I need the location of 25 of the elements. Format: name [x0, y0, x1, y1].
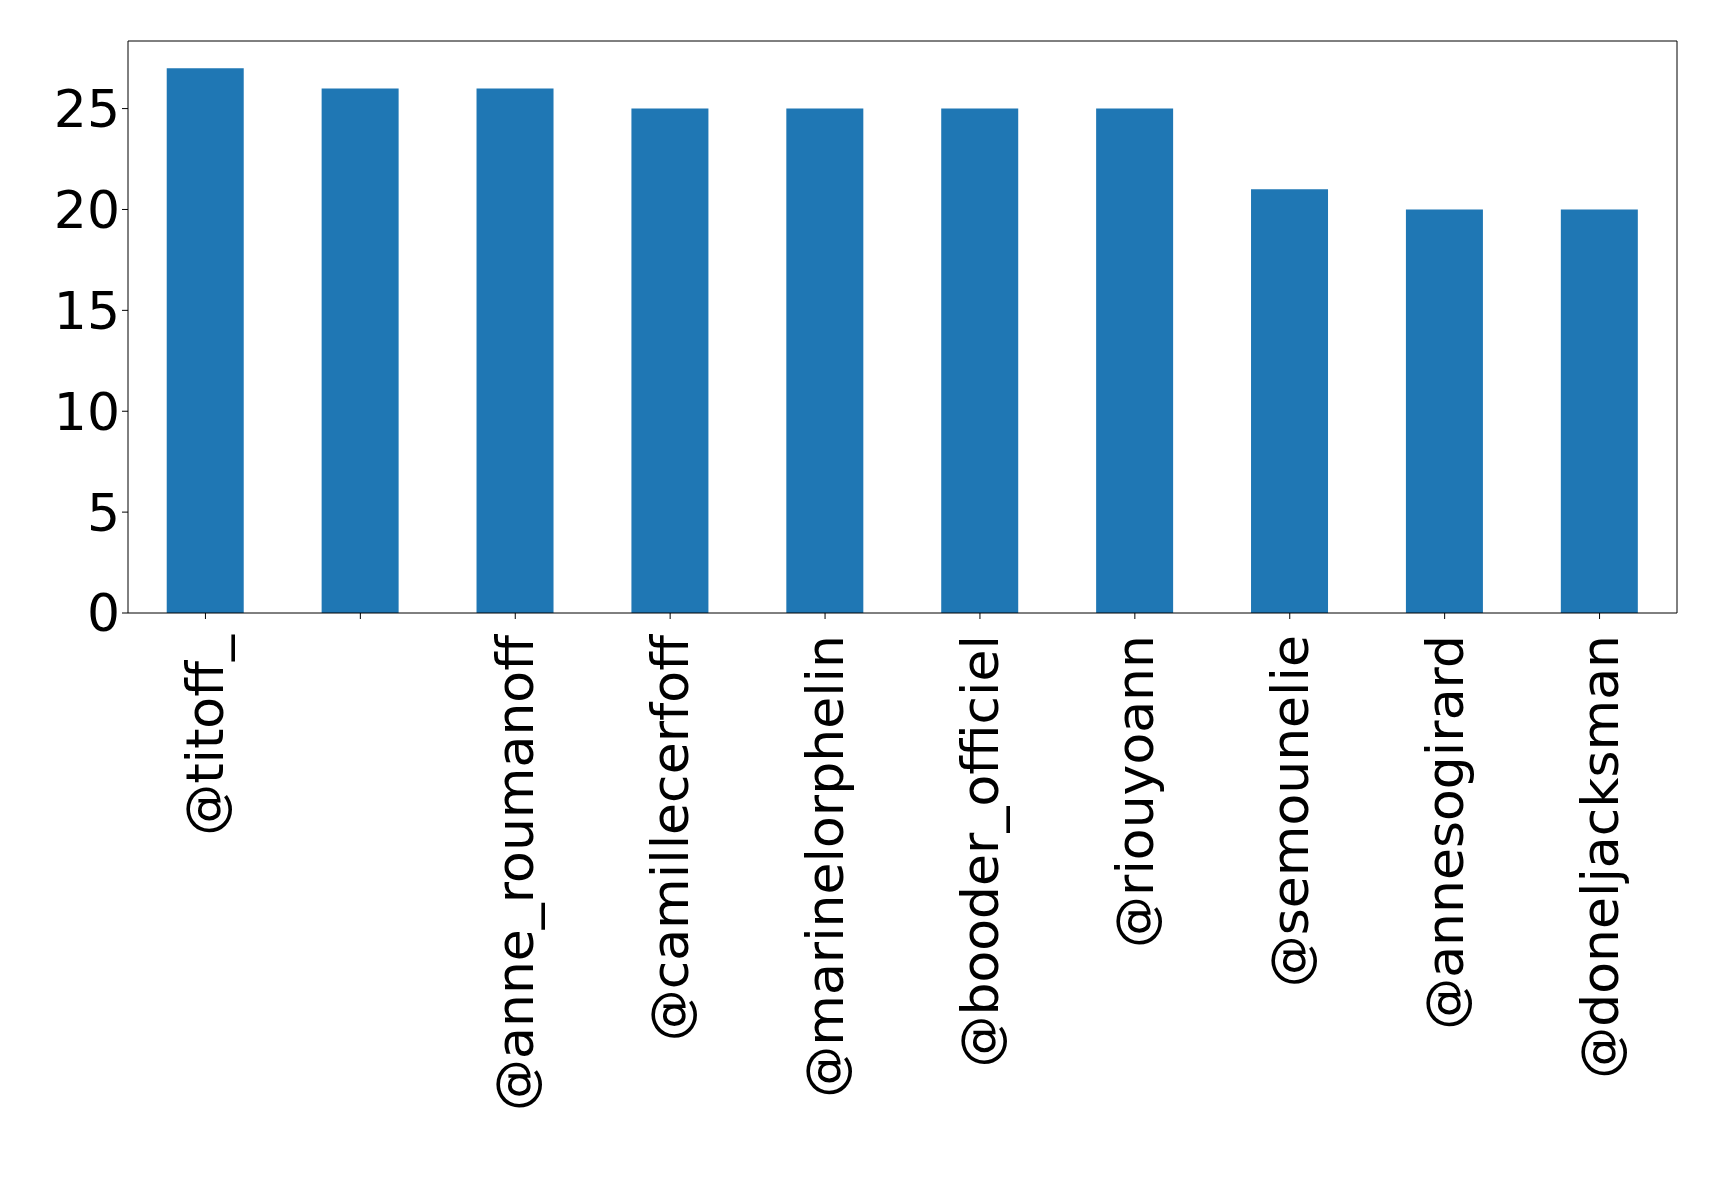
bar	[1096, 108, 1174, 613]
x-tick-label: @riouyoann	[1104, 635, 1165, 948]
y-tick-label: 0	[86, 583, 120, 644]
y-tick-label: 5	[86, 482, 120, 543]
y-tick-label: 20	[53, 179, 120, 240]
x-tick-label: @booder_officiel	[949, 635, 1010, 1068]
bar	[1560, 209, 1638, 613]
bar	[786, 108, 864, 613]
y-tick-label: 25	[53, 79, 120, 140]
x-tick-label: @annesogirard	[1414, 635, 1475, 1030]
x-tick-label: @doneljacksman	[1569, 635, 1630, 1079]
bar	[1251, 189, 1329, 613]
y-tick-label: 15	[53, 280, 120, 341]
bar	[321, 88, 399, 613]
bar	[166, 68, 244, 613]
x-tick-label: @marinelorphelin	[795, 635, 856, 1098]
y-tick-label: 10	[53, 381, 120, 442]
bar	[941, 108, 1019, 613]
bar	[1405, 209, 1483, 613]
x-tick-label: @camillecerfoff	[640, 633, 701, 1042]
bar	[631, 108, 709, 613]
x-tick-label: @semounelie	[1259, 635, 1320, 988]
x-tick-label: @anne_roumanoff	[485, 633, 546, 1111]
x-tick-label: @titoff_	[175, 634, 236, 836]
bar	[476, 88, 554, 613]
